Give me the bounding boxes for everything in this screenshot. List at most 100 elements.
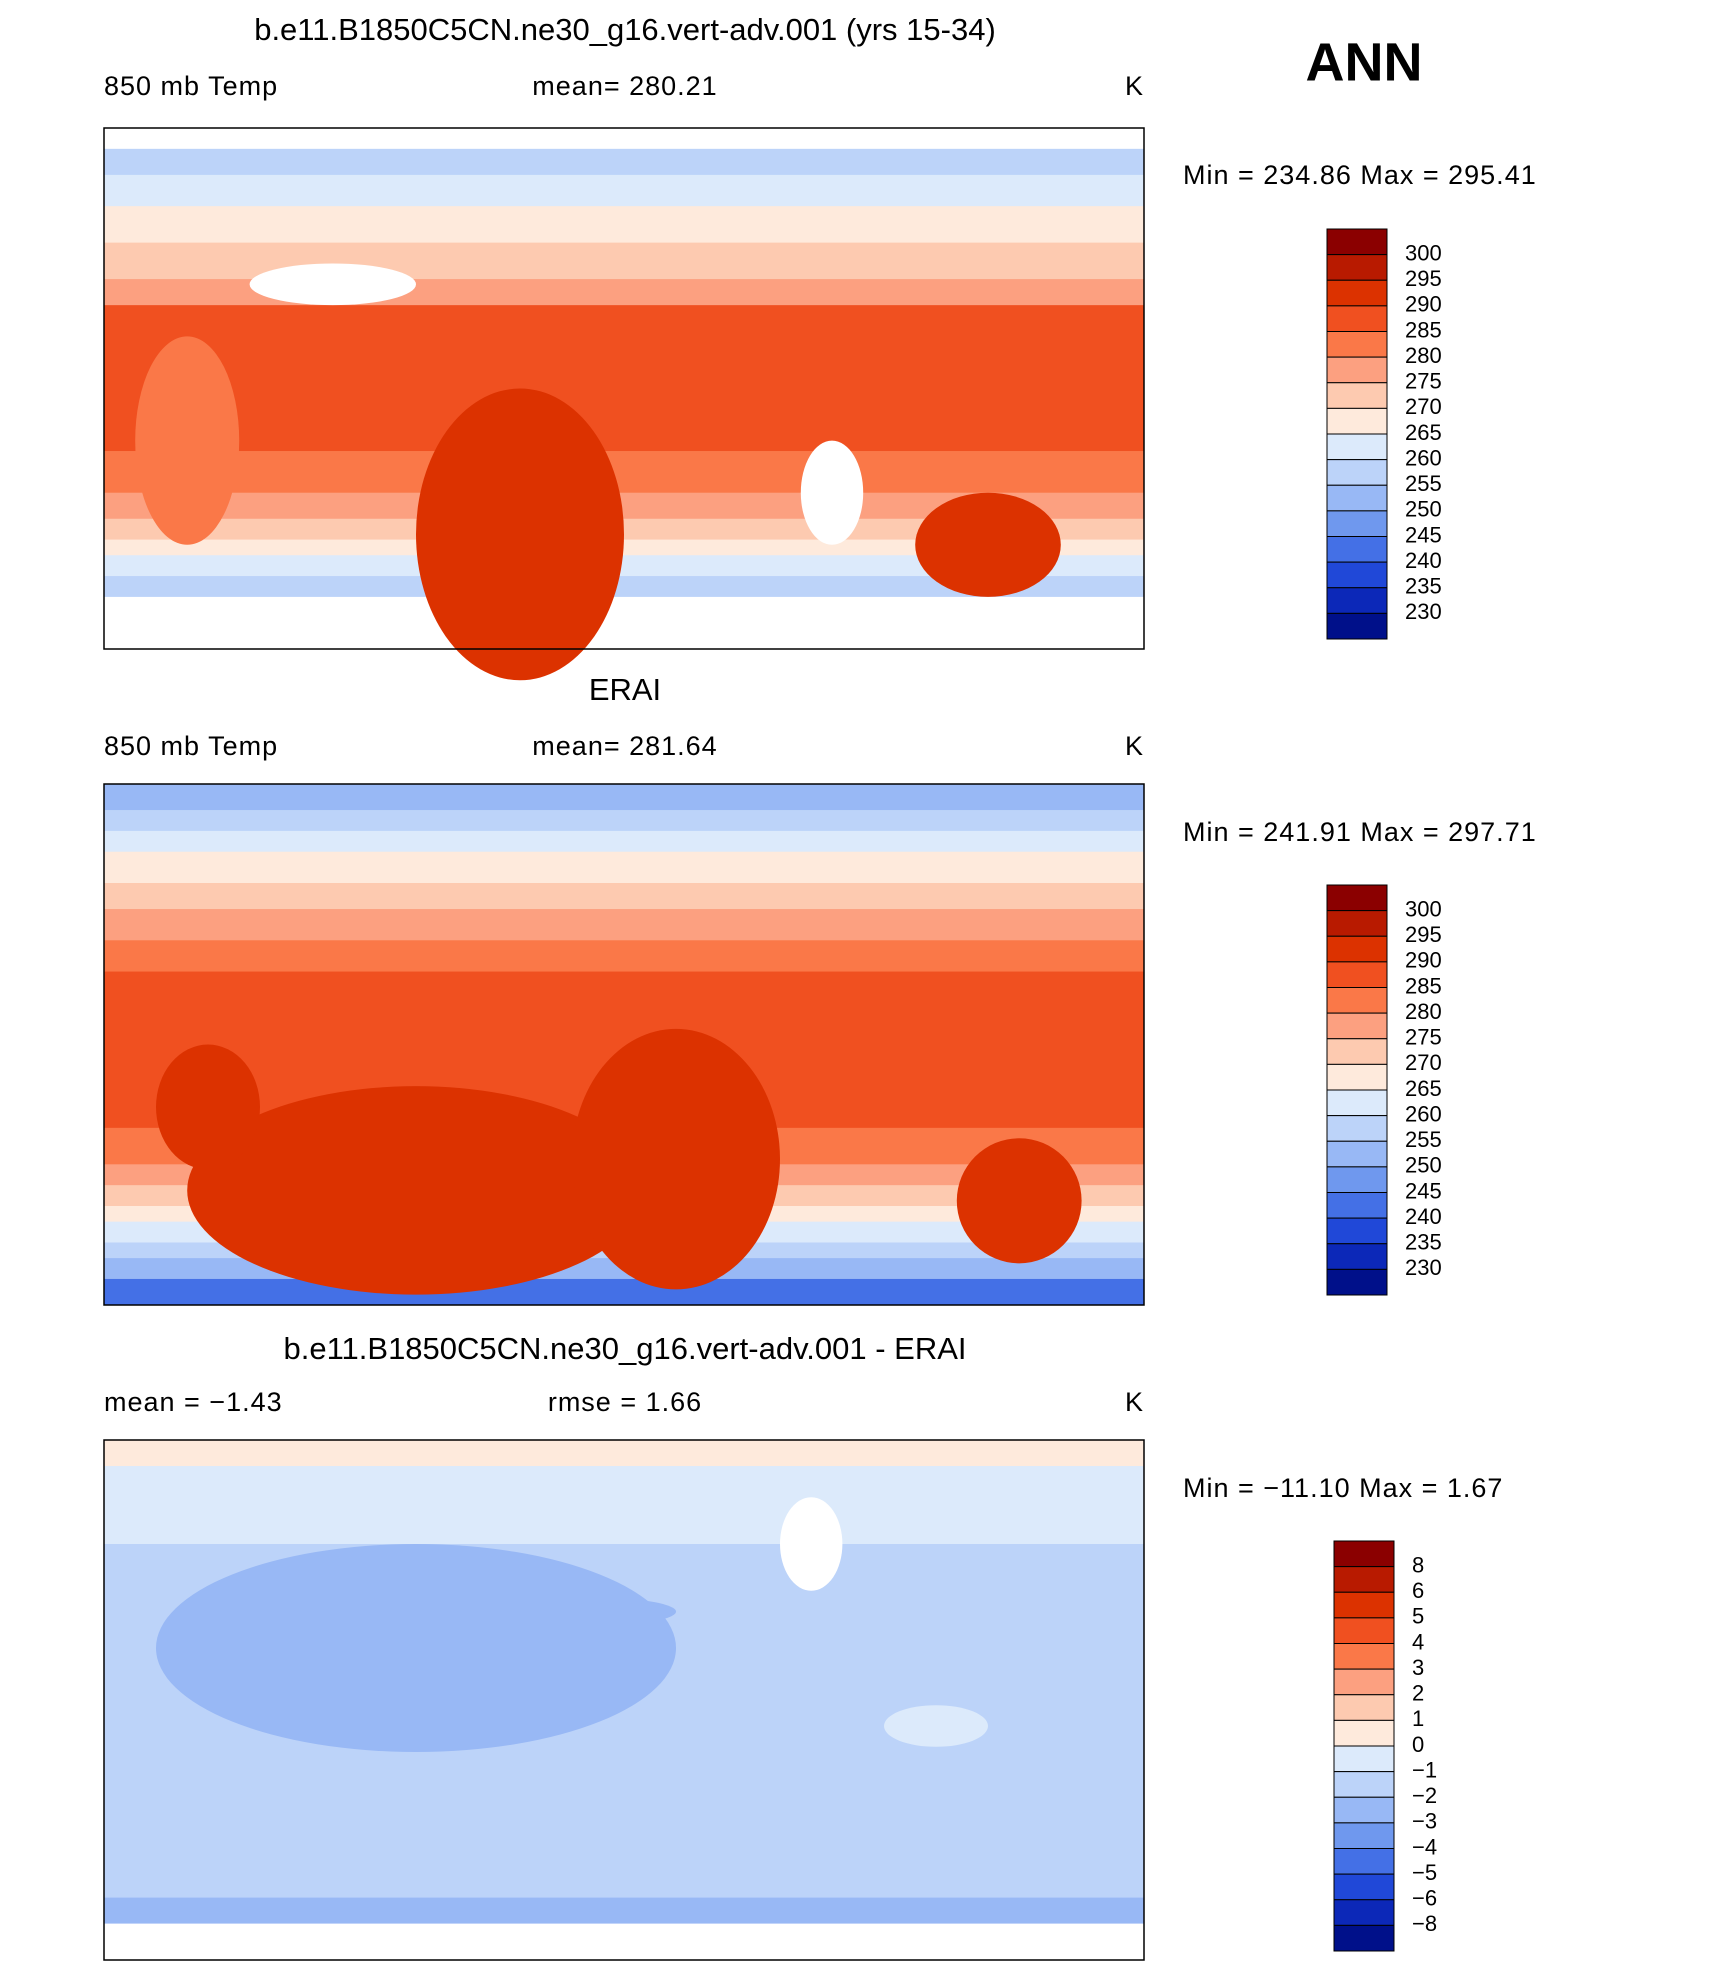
panel-units: K (1125, 731, 1144, 761)
map (104, 784, 1144, 1306)
contour-region (915, 492, 1061, 597)
colorbar-label: 275 (1405, 369, 1442, 394)
contour-band (104, 174, 1144, 207)
colorbar-box (1333, 1822, 1395, 1849)
colorbar-box (1333, 1848, 1395, 1875)
colorbar-box (1326, 935, 1388, 963)
colorbar-label: 0 (1412, 1732, 1424, 1757)
colorbar-label: 255 (1405, 471, 1442, 496)
colorbar-box (1326, 1063, 1388, 1091)
colorbar-label: 295 (1405, 266, 1442, 291)
panel-center-label: mean= 281.64 (532, 731, 717, 761)
contour-region (956, 1138, 1082, 1264)
contour-band (104, 596, 1144, 650)
contour-band (104, 1897, 1144, 1925)
colorbar-label: 300 (1405, 240, 1442, 265)
colorbar-box (1326, 884, 1388, 912)
colorbar-box (1333, 1643, 1395, 1670)
map (104, 1440, 1144, 1961)
colorbar-box (1326, 1012, 1388, 1040)
panel-title: b.e11.B1850C5CN.ne30_g16.vert-adv.001 (y… (254, 12, 996, 47)
panel-title: ERAI (589, 672, 661, 707)
min-max: Min = 234.86 Max = 295.41 (1183, 160, 1537, 190)
colorbar-box (1326, 587, 1388, 614)
min-max: Min = −11.10 Max = 1.67 (1183, 1473, 1503, 1503)
contour-band (104, 555, 1144, 577)
panel-center-label: rmse = 1.66 (548, 1387, 702, 1417)
contour-band (104, 851, 1144, 884)
contour-region (416, 388, 624, 681)
contour-band (104, 1440, 1144, 1467)
colorbar-box (1333, 1591, 1395, 1619)
contour-band (104, 128, 1144, 150)
colorbar-label: 295 (1405, 922, 1442, 947)
colorbar-label: 3 (1412, 1655, 1424, 1680)
contour-region (249, 263, 416, 306)
colorbar-label: 275 (1405, 1025, 1442, 1050)
colorbar-box (1326, 484, 1388, 512)
colorbar-box (1326, 1243, 1388, 1270)
colorbar-label: 270 (1405, 1050, 1442, 1075)
contour-region (156, 1044, 260, 1170)
contour-band (104, 242, 1144, 280)
contour-band (104, 784, 1144, 811)
colorbar-box (1333, 1873, 1395, 1901)
colorbar-label: 250 (1405, 497, 1442, 522)
colorbar-box (1333, 1540, 1395, 1568)
panel-units: K (1125, 1387, 1144, 1417)
contour-band (104, 148, 1144, 176)
colorbar-label: 280 (1405, 343, 1442, 368)
colorbar-box (1326, 987, 1388, 1014)
colorbar-label: 285 (1405, 317, 1442, 342)
colorbar-label: −1 (1412, 1757, 1437, 1782)
colorbar-box (1326, 961, 1388, 988)
colorbar-box (1326, 1217, 1388, 1245)
colorbar-box (1326, 536, 1388, 563)
panel-left-label: 850 mb Temp (104, 71, 278, 101)
colorbar-label: −8 (1412, 1911, 1437, 1936)
colorbar-label: 260 (1405, 1101, 1442, 1126)
contour-band (104, 1278, 1144, 1306)
contour-band (104, 539, 1144, 556)
colorbar-box (1326, 433, 1388, 461)
colorbar-box (1326, 331, 1388, 358)
contour-band (104, 882, 1144, 910)
colorbar-label: 270 (1405, 394, 1442, 419)
contour-band (104, 1466, 1144, 1545)
colorbar-label: 4 (1412, 1629, 1424, 1654)
colorbar-label: 260 (1405, 445, 1442, 470)
colorbar-box (1326, 279, 1388, 307)
map-frame (103, 1439, 1145, 1961)
colorbar-label: 245 (1405, 1178, 1442, 1203)
contour-region (800, 440, 864, 545)
colorbar-box (1326, 1166, 1388, 1193)
colorbar-box (1326, 1268, 1388, 1296)
contour-band (104, 518, 1144, 541)
colorbar-box (1333, 1899, 1395, 1926)
colorbar-box (1326, 561, 1388, 589)
colorbar-box (1333, 1719, 1395, 1747)
colorbar-label: 255 (1405, 1127, 1442, 1152)
colorbar-box (1326, 356, 1388, 384)
colorbar-label: −5 (1412, 1860, 1437, 1885)
map-frame (103, 127, 1145, 650)
contour-band (104, 940, 1144, 973)
colorbar-box (1326, 1140, 1388, 1168)
colorbar-label: 265 (1405, 420, 1442, 445)
map-frame (103, 783, 1145, 1306)
colorbar-box (1333, 1745, 1395, 1773)
colorbar-box (1333, 1924, 1395, 1952)
colorbar-label: 2 (1412, 1681, 1424, 1706)
colorbar-label: 265 (1405, 1076, 1442, 1101)
colorbar-label: −4 (1412, 1834, 1437, 1859)
colorbar-label: 245 (1405, 522, 1442, 547)
colorbar-label: 235 (1405, 1230, 1442, 1255)
colorbar-label: 300 (1405, 896, 1442, 921)
colorbar-label: 285 (1405, 973, 1442, 998)
contour-region (156, 1544, 676, 1752)
colorbar-box (1326, 612, 1388, 640)
contour-band (104, 451, 1144, 494)
colorbar-label: 250 (1405, 1153, 1442, 1178)
colorbar-label: 290 (1405, 292, 1442, 317)
